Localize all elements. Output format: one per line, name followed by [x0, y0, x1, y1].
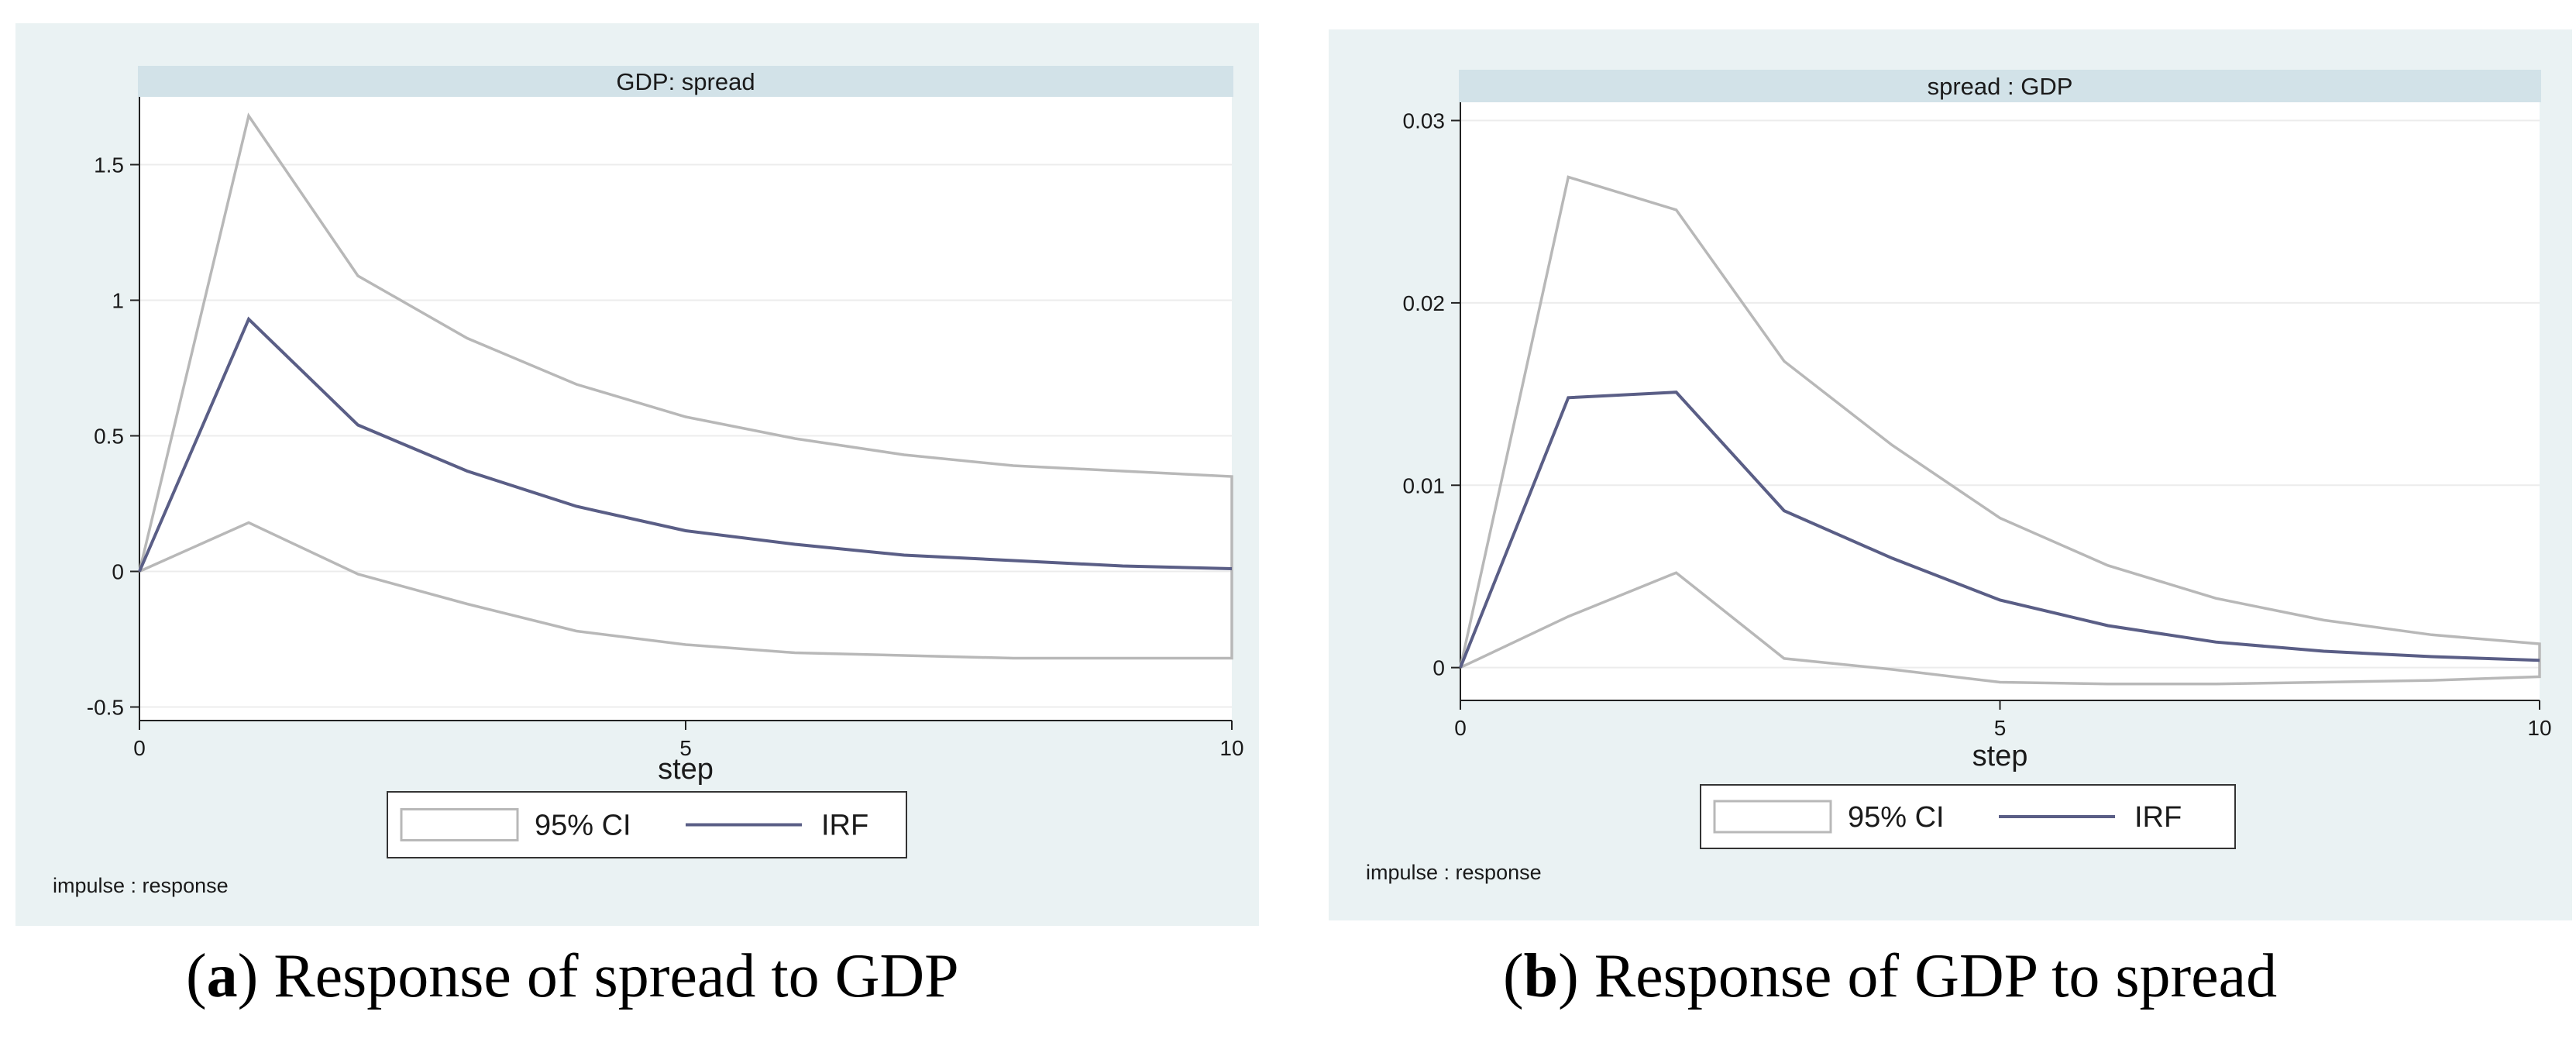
- chart-b-note: impulse : response: [1366, 861, 1542, 884]
- chart-b-title-bar: [1459, 70, 2541, 102]
- chart-b-plot-area: [1460, 102, 2540, 700]
- chart-a-note: impulse : response: [53, 874, 229, 897]
- caption-a-text: ) Response of spread to GDP: [237, 942, 959, 1010]
- chart-b-y-tick-label: 0.02: [1403, 291, 1446, 315]
- caption-a-label: a: [206, 942, 238, 1010]
- chart-panel-b: spread : GDP 0 0.01 0.02 0.03 0 5 10 step 95% CI I…: [1329, 29, 2572, 920]
- chart-b-x-tick-label: 5: [1994, 716, 2007, 740]
- chart-a-plot-area: [139, 97, 1232, 721]
- chart-b-legend-ci-swatch: [1713, 800, 1832, 834]
- chart-a-title-bar: [138, 66, 1233, 97]
- chart-a-x-tick-label: 5: [679, 736, 692, 760]
- chart-a-y-tick-label: 0.5: [94, 425, 124, 449]
- chart-b-y-tick-label: 0.03: [1403, 109, 1446, 133]
- chart-b-x-label: step: [1972, 740, 2028, 772]
- chart-a-legend-ci-swatch: [400, 808, 519, 841]
- chart-a-y-tick-label: -0.5: [87, 696, 124, 720]
- caption-b-label: b: [1523, 942, 1559, 1010]
- caption-b-text: ) Response of GDP to spread: [1558, 942, 2278, 1010]
- chart-b-x-tick-label: 0: [1454, 716, 1467, 740]
- chart-b-svg: spread : GDP 0 0.01 0.02 0.03 0 5 10 step 95% CI I…: [1366, 70, 2552, 884]
- chart-b-y-tick-label: 0.01: [1403, 473, 1446, 497]
- chart-a-y-tick-label: 1.5: [94, 153, 124, 177]
- chart-a-svg: GDP: spread -0.5 0 0.5 1 1.5 0 5 10 step 95% CI IRF…: [53, 66, 1244, 897]
- chart-a-x-tick-label: 0: [133, 736, 146, 760]
- chart-a-legend-ci-label: 95% CI: [535, 810, 631, 842]
- chart-a-legend-irf-label: IRF: [821, 810, 868, 842]
- chart-a-irf-line: [138, 316, 1233, 573]
- chart-b-irf-line: [1459, 390, 2540, 669]
- caption-b: (b) Response of GDP to spread: [1503, 942, 2278, 1010]
- chart-b-legend-irf-label: IRF: [2134, 801, 2182, 834]
- chart-b-y-tick-label: 0: [1432, 656, 1445, 680]
- chart-a-title: GDP: spread: [616, 68, 755, 95]
- chart-b-x-tick-label: 10: [2527, 716, 2551, 740]
- chart-a-y-tick-label: 1: [112, 289, 124, 313]
- chart-panel-a: GDP: spread -0.5 0 0.5 1 1.5 0 5 10 step 95% CI IRF…: [15, 23, 1259, 926]
- chart-a-x-tick-label: 10: [1219, 736, 1243, 760]
- chart-b-legend-ci-label: 95% CI: [1848, 801, 1945, 834]
- chart-b-title: spread : GDP: [1928, 73, 2073, 100]
- chart-a-y-tick-label: 0: [112, 560, 124, 584]
- caption-a: (a) Response of spread to GDP: [186, 942, 959, 1010]
- chart-a-x-label: step: [658, 753, 714, 786]
